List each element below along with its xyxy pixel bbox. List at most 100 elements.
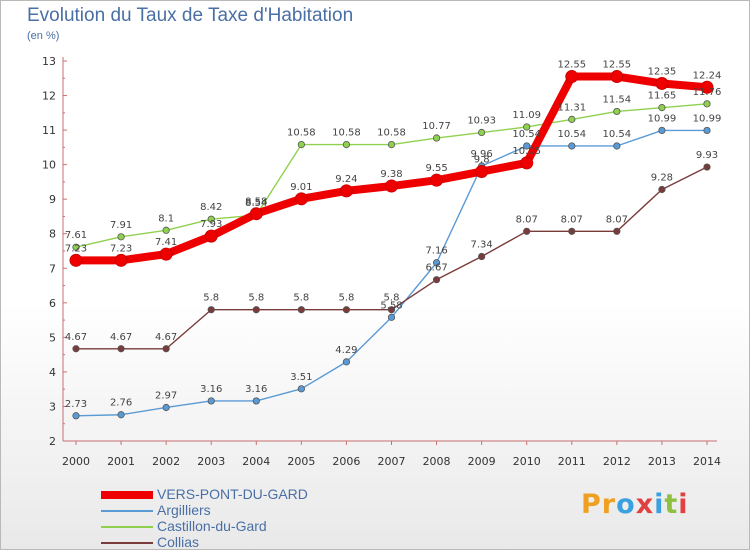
data-point xyxy=(703,126,711,135)
logo-letter: i xyxy=(654,489,665,520)
x-tick-label: 2009 xyxy=(468,455,496,468)
x-tick-label: 2007 xyxy=(378,455,406,468)
data-label: 8.07 xyxy=(561,214,583,225)
y-tick-label: 4 xyxy=(49,366,56,379)
data-point xyxy=(610,70,624,84)
x-tick-label: 2014 xyxy=(693,455,721,468)
data-label: 3.51 xyxy=(290,372,312,383)
data-label: 10.58 xyxy=(332,128,361,139)
data-label: 5.8 xyxy=(293,293,309,304)
legend-swatch xyxy=(101,526,153,528)
data-point xyxy=(69,253,83,267)
data-label: 7.16 xyxy=(425,246,447,257)
data-label: 7.23 xyxy=(65,243,87,254)
data-point xyxy=(387,306,396,314)
data-point xyxy=(523,227,531,235)
data-point xyxy=(387,141,396,149)
legend-label: Argilliers xyxy=(157,502,211,518)
x-tick-label: 2001 xyxy=(107,455,135,468)
data-label: 7.23 xyxy=(110,243,132,254)
data-label: 5.8 xyxy=(203,293,219,304)
series-points xyxy=(69,70,714,420)
data-label: 5.8 xyxy=(248,293,264,304)
y-tick-label: 10 xyxy=(42,159,56,172)
data-label: 5.8 xyxy=(384,293,400,304)
data-label: 7.61 xyxy=(65,230,87,241)
data-point xyxy=(294,192,308,206)
data-label: 2.97 xyxy=(155,390,177,401)
x-tick-label: 2000 xyxy=(62,455,90,468)
legend-item-castillon-du-gard: Castillon-du-Gard xyxy=(101,518,361,535)
x-tick-label: 2005 xyxy=(287,455,315,468)
legend-label: Collias xyxy=(157,534,200,550)
data-point xyxy=(297,306,305,314)
data-label: 9.55 xyxy=(425,163,447,174)
data-label: 9.38 xyxy=(380,169,402,180)
data-point xyxy=(72,412,80,420)
data-label: 5.58 xyxy=(380,300,402,311)
y-tick-label: 3 xyxy=(49,400,56,413)
data-point xyxy=(523,123,531,131)
data-point xyxy=(117,345,125,353)
data-point xyxy=(430,173,444,187)
legend-label: VERS-PONT-DU-GARD xyxy=(157,486,308,502)
data-label: 7.91 xyxy=(110,220,132,231)
data-point xyxy=(523,142,531,150)
data-label: 3.16 xyxy=(245,384,267,395)
data-label: 10.05 xyxy=(512,146,541,157)
data-label: 10.54 xyxy=(557,129,586,140)
data-label: 9.24 xyxy=(335,174,357,185)
x-tick-label: 2010 xyxy=(513,455,541,468)
data-label: 11.31 xyxy=(557,102,586,113)
data-label: 11.09 xyxy=(512,110,541,121)
x-tick-label: 2006 xyxy=(332,455,360,468)
data-point xyxy=(385,179,398,193)
data-label: 4.29 xyxy=(335,345,357,356)
x-tick-label: 2012 xyxy=(603,455,631,468)
data-point xyxy=(342,141,351,149)
logo-letter: t xyxy=(664,489,679,520)
data-label: 9.96 xyxy=(471,149,493,160)
logo-letter: o xyxy=(616,489,636,520)
data-point xyxy=(342,358,351,366)
data-label: 11.76 xyxy=(693,87,722,98)
data-point xyxy=(159,247,173,261)
data-label: 7.41 xyxy=(155,237,177,248)
logo-letter: r xyxy=(601,489,617,520)
data-point xyxy=(703,100,711,108)
x-tick-label: 2013 xyxy=(648,455,676,468)
data-point xyxy=(162,403,170,412)
data-label: 2.73 xyxy=(65,399,87,410)
data-label: 8.07 xyxy=(606,214,628,225)
y-tick-label: 7 xyxy=(49,262,56,275)
data-point xyxy=(475,165,489,179)
data-point xyxy=(207,397,215,405)
data-label: 10.99 xyxy=(648,113,677,124)
data-point xyxy=(700,80,714,94)
legend-swatch xyxy=(101,542,153,544)
data-label: 8.42 xyxy=(200,202,222,213)
data-label: 10.77 xyxy=(422,121,451,132)
data-label: 7.34 xyxy=(471,240,493,251)
y-tick-label: 12 xyxy=(42,90,56,103)
legend: VERS-PONT-DU-GARD Argilliers Castillon-d… xyxy=(101,486,361,551)
data-label: 2.76 xyxy=(110,398,132,409)
data-point xyxy=(520,156,534,170)
data-point xyxy=(565,70,579,84)
data-labels: 7.23 7.23 7.41 7.93 8.58 9.01 9.24 9.38 9.55 9.8 1… xyxy=(65,60,721,410)
chart-subtitle: (en %) xyxy=(27,30,60,42)
y-tick-label: 5 xyxy=(49,331,56,344)
data-label: 9.28 xyxy=(651,173,673,184)
data-label: 7.93 xyxy=(200,219,222,230)
legend-item-vers-pont-du-gard: VERS-PONT-DU-GARD xyxy=(101,486,361,503)
data-point xyxy=(72,243,80,251)
data-point xyxy=(613,107,621,116)
data-label: 8.54 xyxy=(245,198,267,209)
data-label: 10.58 xyxy=(377,128,406,139)
y-tick-label: 11 xyxy=(42,124,56,137)
data-point xyxy=(432,134,441,142)
data-label: 10.54 xyxy=(603,129,632,140)
data-point xyxy=(204,229,218,243)
data-point xyxy=(297,385,305,393)
